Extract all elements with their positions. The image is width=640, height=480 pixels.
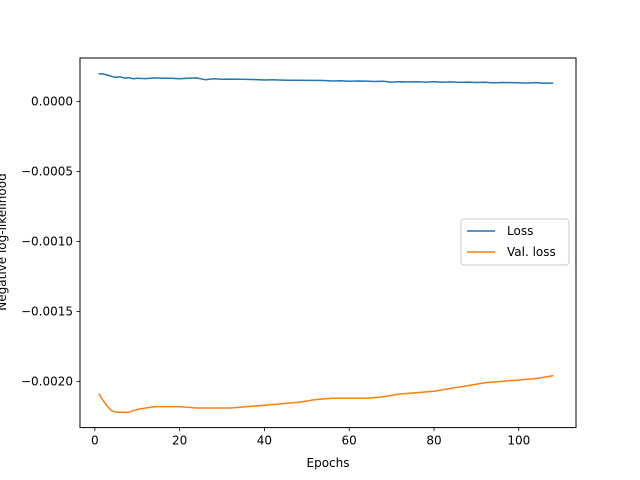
y-axis: −0.0020 −0.0015 −0.0010 −0.0005 0.0000 <box>21 94 80 388</box>
x-tick-label: 40 <box>257 434 272 448</box>
y-tick-label: −0.0010 <box>21 234 73 248</box>
plot-frame <box>79 57 577 429</box>
legend: Loss Val. loss <box>460 218 570 266</box>
y-tick-label: −0.0020 <box>21 374 73 388</box>
x-tick-label: 60 <box>342 434 357 448</box>
legend-label-loss: Loss <box>507 224 533 238</box>
x-axis-label: Epochs <box>307 456 350 470</box>
x-axis: 0 20 40 60 80 100 <box>91 427 530 448</box>
series-line-loss <box>98 72 554 85</box>
series-layer <box>98 72 554 413</box>
y-tick-label: 0.0000 <box>31 94 73 108</box>
x-tick-label: 20 <box>172 434 187 448</box>
series-line-val-loss <box>98 375 554 413</box>
x-tick-label: 80 <box>426 434 441 448</box>
y-tick-label: −0.0005 <box>21 164 73 178</box>
x-tick-label: 100 <box>507 434 530 448</box>
legend-label-val-loss: Val. loss <box>507 245 556 259</box>
y-axis-label: Negative log-likelihood <box>0 173 9 310</box>
y-tick-label: −0.0015 <box>21 304 73 318</box>
x-tick-label: 0 <box>91 434 99 448</box>
